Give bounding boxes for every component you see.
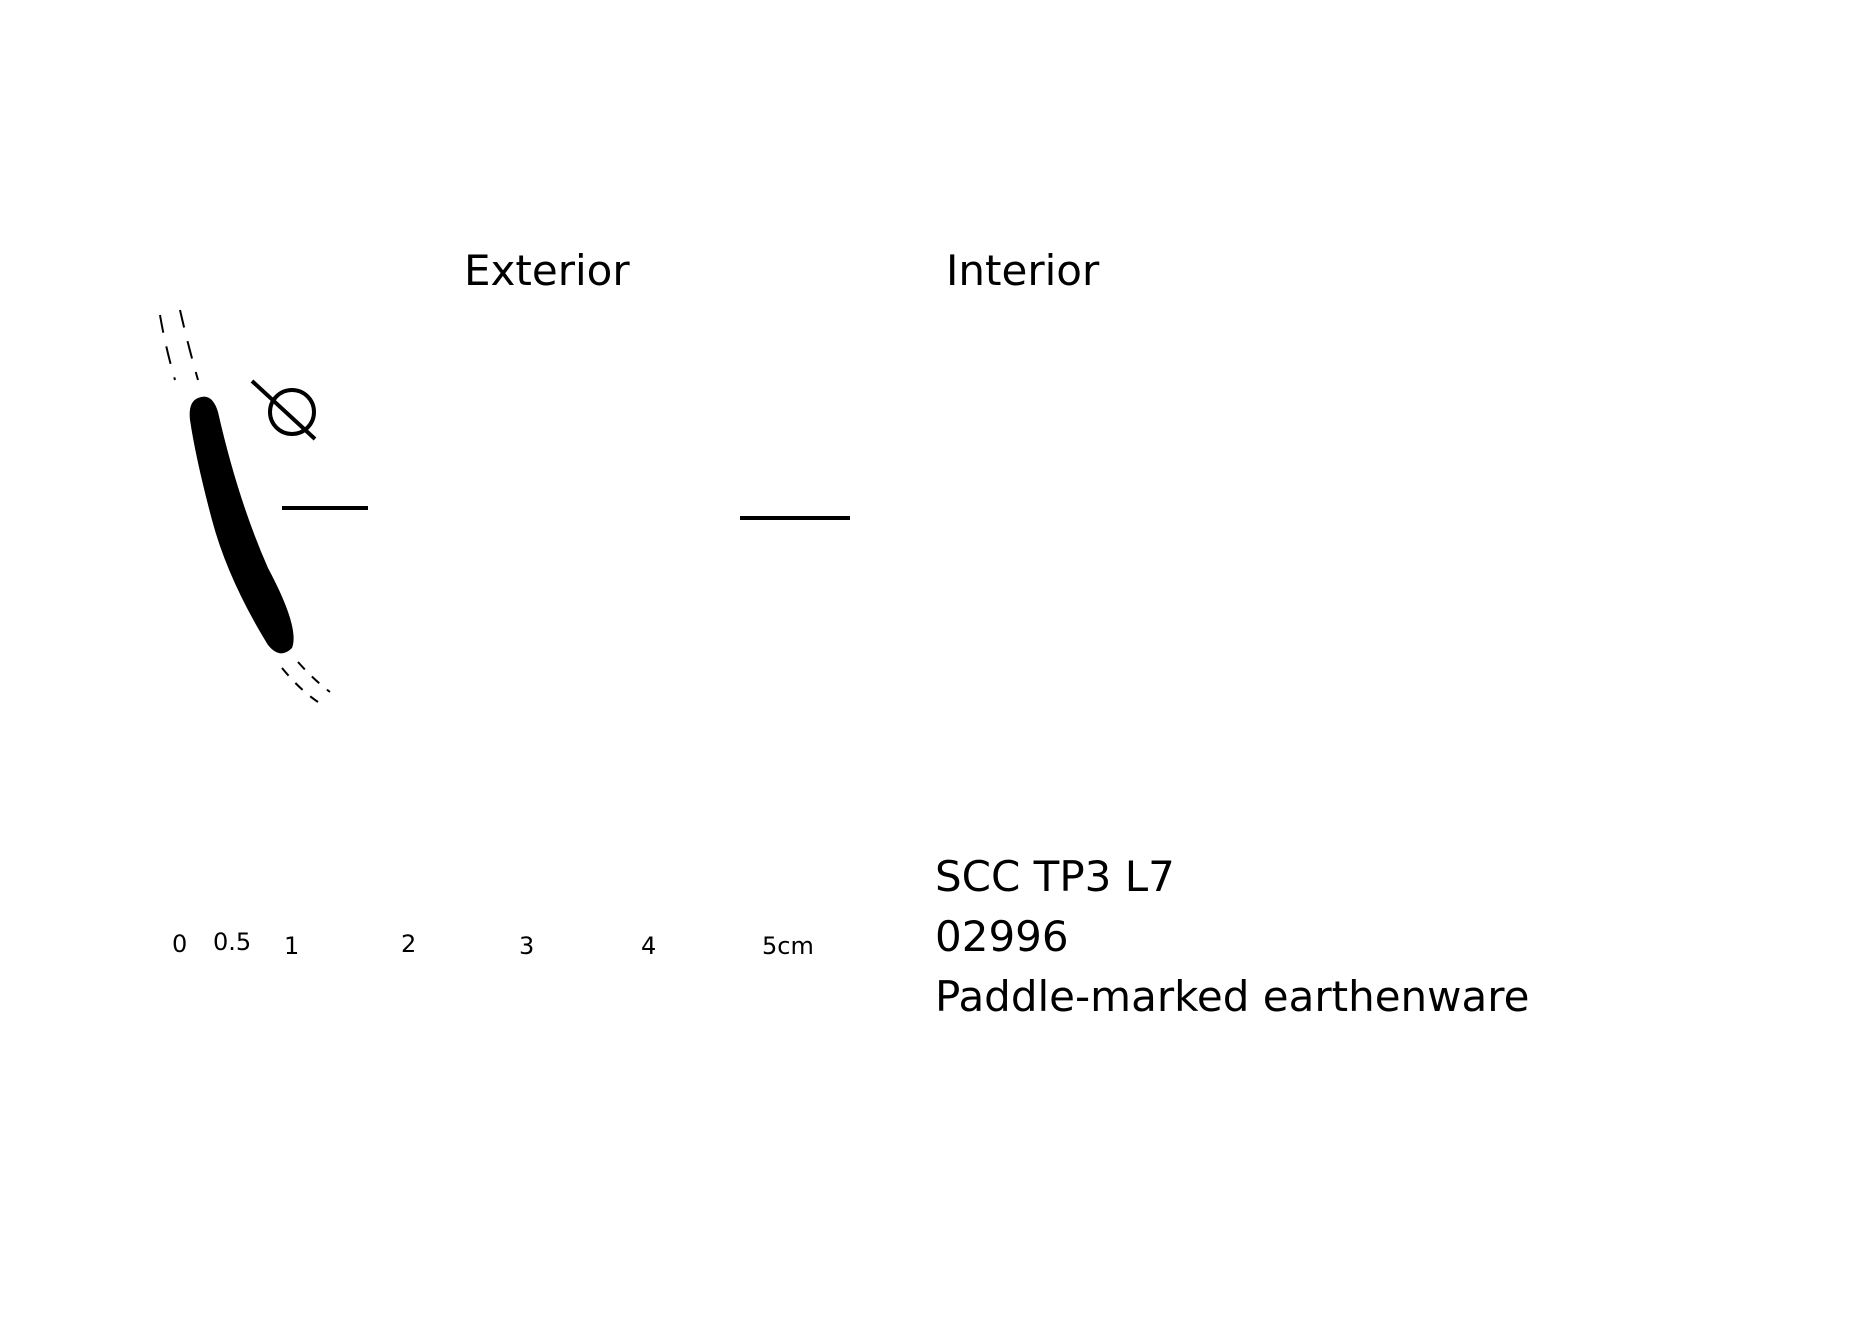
specimen-catalog-number: 02996 [935, 912, 1069, 961]
sherd-profile [159, 309, 331, 703]
scale-tick-label: 3 [519, 932, 535, 960]
scale-tick-label: 0.5 [213, 928, 252, 956]
specimen-description: Paddle-marked earthenware [935, 972, 1530, 1021]
specimen-site-context: SCC TP3 L7 [935, 852, 1175, 901]
scale-tick-label: 2 [401, 930, 417, 958]
scale-tick-label: 4 [641, 932, 657, 960]
profile-extension-top [159, 309, 199, 381]
profile-extension-bottom [281, 661, 331, 703]
scale-tick-label: 5cm [762, 932, 814, 960]
scale-tick-label: 1 [284, 932, 300, 960]
interior-label: Interior [946, 246, 1100, 295]
diameter-icon [250, 379, 317, 441]
scale-tick-label: 0 [172, 930, 188, 958]
profile-section-solid [189, 396, 294, 654]
exterior-label: Exterior [464, 246, 630, 295]
